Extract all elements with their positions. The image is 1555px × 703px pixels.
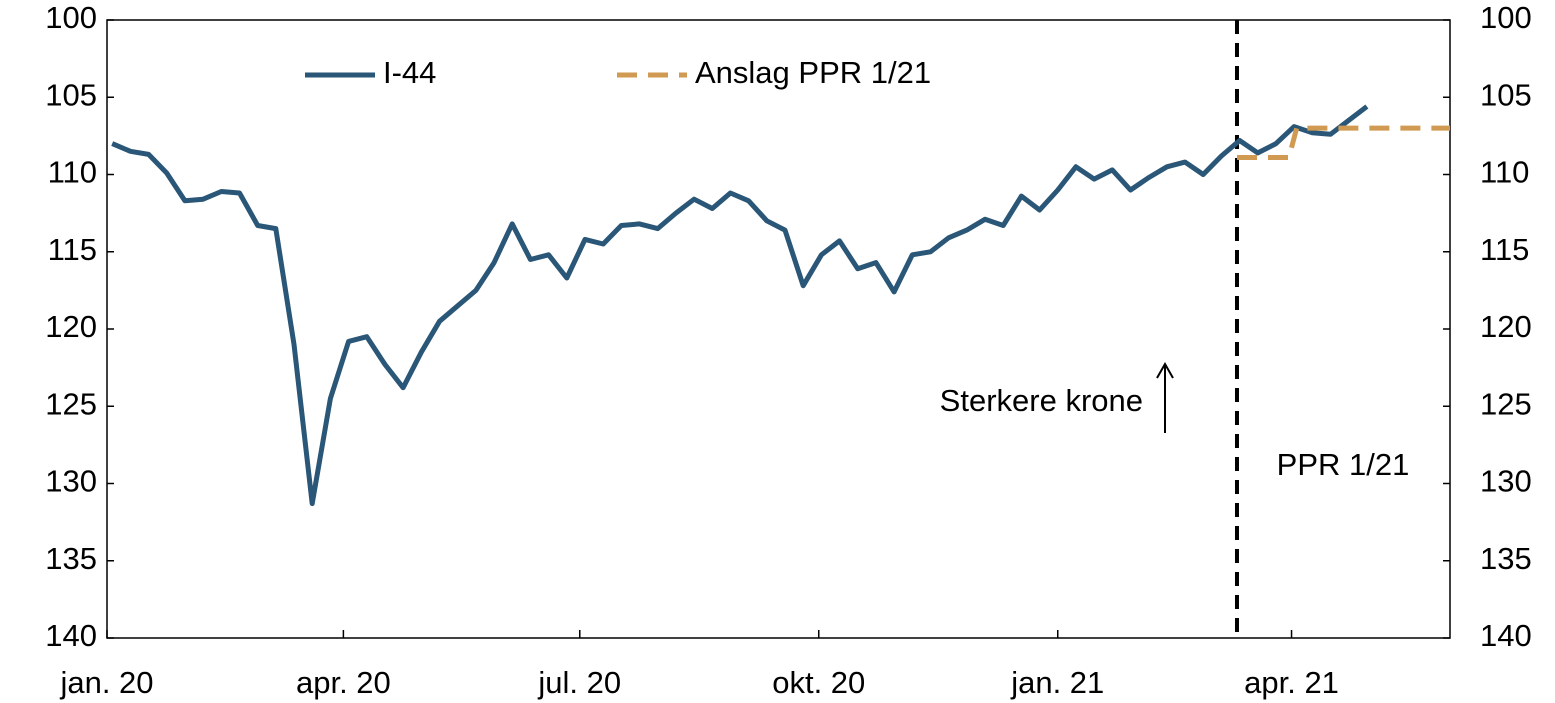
- x-tick-label: jan. 21: [1010, 665, 1104, 700]
- legend-label: I-44: [383, 55, 436, 90]
- y2-tick-label: 100: [1480, 0, 1532, 35]
- y-tick-label: 135: [45, 541, 97, 576]
- y-tick-label: 110: [48, 155, 97, 190]
- x-tick-label: apr. 21: [1244, 665, 1339, 700]
- x-tick-label: okt. 20: [772, 665, 865, 700]
- y-tick-label: 140: [45, 618, 97, 653]
- annotation: Sterkere krone: [940, 383, 1143, 418]
- y2-tick-label: 110: [1480, 155, 1529, 190]
- series-line: [111, 104, 1369, 507]
- series-line: [1237, 125, 1450, 160]
- plot-frame: [106, 19, 1451, 639]
- y-tick-label: 130: [45, 464, 97, 499]
- arrow-head: [1156, 361, 1174, 379]
- y-tick-label: 120: [45, 309, 97, 344]
- y2-tick-label: 135: [1480, 541, 1532, 576]
- x-tick-label: jul. 20: [537, 665, 621, 700]
- y-tick-label: 115: [48, 232, 97, 267]
- vline-label: PPR 1/21: [1277, 447, 1410, 482]
- y2-tick-label: 115: [1480, 232, 1529, 267]
- x-tick-label: jan. 20: [59, 665, 153, 700]
- y-tick-label: 105: [45, 77, 97, 112]
- y2-tick-label: 120: [1480, 309, 1532, 344]
- y-tick-label: 125: [45, 386, 97, 421]
- y2-tick-label: 140: [1480, 618, 1532, 653]
- y2-tick-label: 125: [1480, 386, 1532, 421]
- y-tick-label: 100: [45, 0, 97, 35]
- y2-tick-label: 130: [1480, 464, 1532, 499]
- y2-tick-label: 105: [1480, 77, 1532, 112]
- x-tick-label: apr. 20: [296, 665, 391, 700]
- legend-label: Anslag PPR 1/21: [695, 55, 931, 90]
